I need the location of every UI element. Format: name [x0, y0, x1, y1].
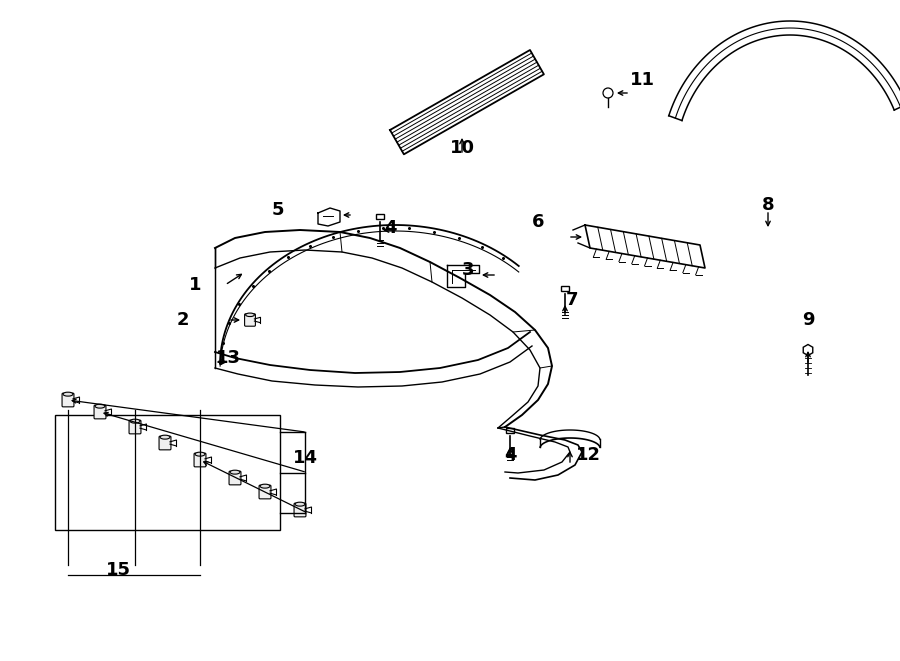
FancyBboxPatch shape — [62, 393, 74, 407]
Ellipse shape — [246, 313, 255, 317]
Ellipse shape — [160, 435, 170, 439]
FancyBboxPatch shape — [129, 420, 141, 434]
Text: 4: 4 — [383, 219, 396, 237]
FancyBboxPatch shape — [94, 405, 106, 419]
Text: 3: 3 — [462, 261, 474, 279]
Text: 2: 2 — [176, 311, 189, 329]
Ellipse shape — [230, 470, 240, 474]
Bar — [55, 415, 280, 530]
Ellipse shape — [63, 392, 73, 396]
Text: 6: 6 — [532, 213, 544, 231]
Text: 1: 1 — [189, 276, 202, 294]
Text: 5: 5 — [272, 201, 284, 219]
FancyBboxPatch shape — [194, 453, 206, 467]
Text: 12: 12 — [575, 446, 600, 464]
Text: 13: 13 — [215, 349, 240, 367]
FancyBboxPatch shape — [159, 436, 171, 450]
Text: 8: 8 — [761, 196, 774, 214]
Text: 7: 7 — [566, 291, 578, 309]
Ellipse shape — [130, 419, 140, 423]
FancyBboxPatch shape — [294, 503, 306, 517]
Text: 9: 9 — [802, 311, 814, 329]
Ellipse shape — [295, 502, 305, 506]
Ellipse shape — [195, 452, 205, 456]
FancyBboxPatch shape — [245, 314, 256, 326]
Ellipse shape — [95, 404, 105, 408]
Text: 14: 14 — [292, 449, 318, 467]
Text: 15: 15 — [105, 561, 130, 579]
FancyBboxPatch shape — [259, 485, 271, 499]
Text: 4: 4 — [504, 446, 517, 464]
Ellipse shape — [260, 484, 270, 488]
Text: 10: 10 — [449, 139, 474, 157]
Text: 11: 11 — [629, 71, 654, 89]
FancyBboxPatch shape — [229, 471, 241, 485]
